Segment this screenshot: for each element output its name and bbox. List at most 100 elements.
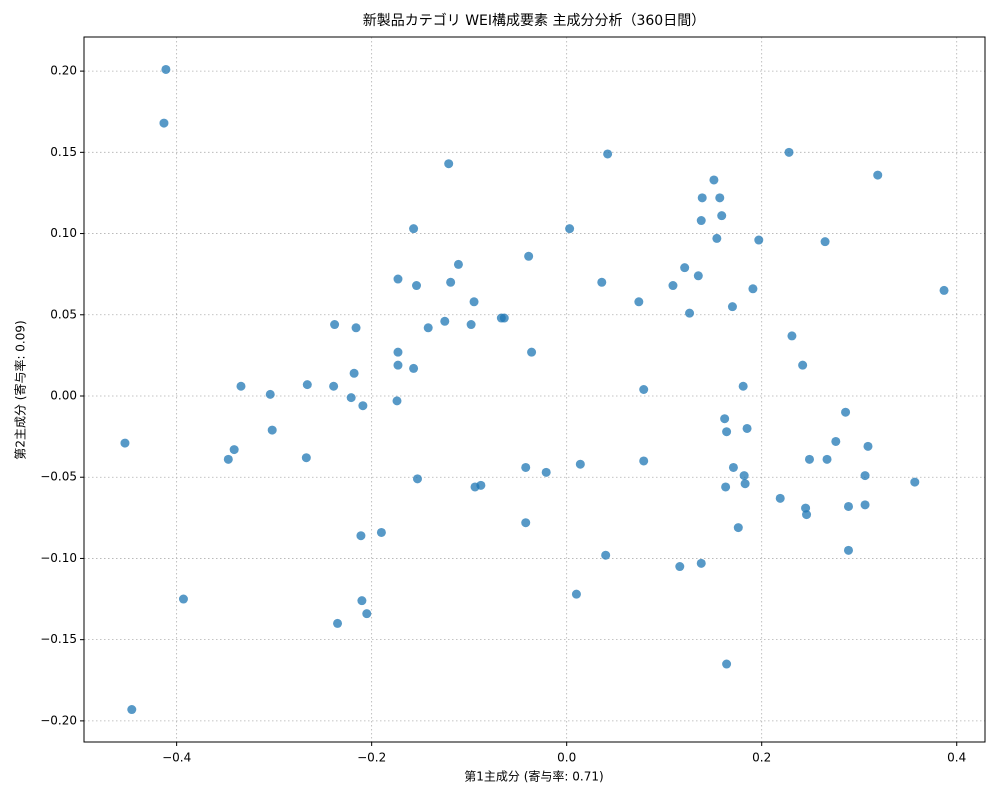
point (634, 297, 644, 307)
point (841, 407, 851, 417)
point (393, 360, 403, 370)
point (742, 423, 752, 433)
point (712, 233, 722, 243)
point (236, 381, 246, 391)
point (860, 471, 870, 481)
point (349, 368, 359, 378)
point (329, 381, 339, 391)
point (565, 224, 575, 234)
point (392, 396, 402, 406)
point (453, 259, 463, 269)
point (440, 316, 450, 326)
point (722, 427, 732, 437)
point (717, 211, 727, 221)
plot-frame (83, 36, 986, 743)
point (843, 501, 853, 511)
point (571, 589, 581, 599)
y-tick-label: 0.00 (50, 388, 77, 402)
point (330, 320, 340, 330)
point (733, 523, 743, 533)
point (668, 281, 678, 291)
point (223, 454, 233, 464)
x-tick-label: 0.0 (557, 751, 576, 765)
point (423, 323, 433, 333)
point (693, 271, 703, 281)
point (601, 550, 611, 560)
point (351, 323, 361, 333)
point (696, 558, 706, 568)
point (159, 118, 169, 128)
point (376, 527, 386, 537)
point (709, 175, 719, 185)
point (469, 297, 479, 307)
point (754, 235, 764, 245)
point (412, 281, 422, 291)
point (409, 363, 419, 373)
point (446, 277, 456, 287)
point (267, 425, 277, 435)
point (873, 170, 883, 180)
point (120, 438, 130, 448)
point (521, 462, 531, 472)
point (910, 477, 920, 487)
point (409, 224, 419, 234)
y-tick-label: −0.10 (40, 551, 77, 565)
point (675, 562, 685, 572)
point (302, 380, 312, 390)
point (346, 393, 356, 403)
point (822, 454, 832, 464)
x-tick-label: −0.4 (162, 751, 191, 765)
y-axis-label: 第2主成分 (寄与率: 0.09) (13, 320, 28, 459)
point (738, 381, 748, 391)
point (444, 159, 454, 169)
point (787, 331, 797, 341)
point (860, 500, 870, 510)
point (356, 531, 366, 541)
point (333, 618, 343, 628)
point (357, 596, 367, 606)
point (229, 445, 239, 455)
point (521, 518, 531, 528)
point (393, 347, 403, 357)
point (831, 436, 841, 446)
point (496, 313, 506, 323)
y-tick-label: 0.15 (50, 145, 77, 159)
point (715, 193, 725, 203)
point (802, 510, 812, 520)
point (697, 193, 707, 203)
point (784, 147, 794, 157)
point (775, 493, 785, 503)
point (721, 482, 731, 492)
point (127, 705, 137, 715)
x-tick-label: 0.2 (752, 751, 771, 765)
point (739, 471, 749, 481)
y-tick-label: 0.05 (50, 307, 77, 321)
point (685, 308, 695, 318)
point (639, 456, 649, 466)
x-tick-label: −0.2 (357, 751, 386, 765)
point (728, 462, 738, 472)
point (265, 389, 275, 399)
point (603, 149, 613, 159)
point (358, 401, 368, 411)
point (161, 64, 171, 74)
point (362, 609, 372, 619)
point (820, 237, 830, 247)
point (863, 441, 873, 451)
point (720, 414, 730, 424)
point (466, 320, 476, 330)
chart-title: 新製品カテゴリ WEI構成要素 主成分分析（360日間） (363, 12, 705, 29)
point (804, 454, 814, 464)
point (639, 385, 649, 394)
point (939, 285, 949, 295)
point (527, 347, 537, 357)
point (727, 302, 737, 312)
point (740, 479, 750, 489)
point (748, 284, 758, 294)
point (597, 277, 607, 287)
y-tick-label: −0.15 (40, 632, 77, 646)
point (301, 453, 311, 463)
x-tick-label: 0.4 (947, 751, 966, 765)
